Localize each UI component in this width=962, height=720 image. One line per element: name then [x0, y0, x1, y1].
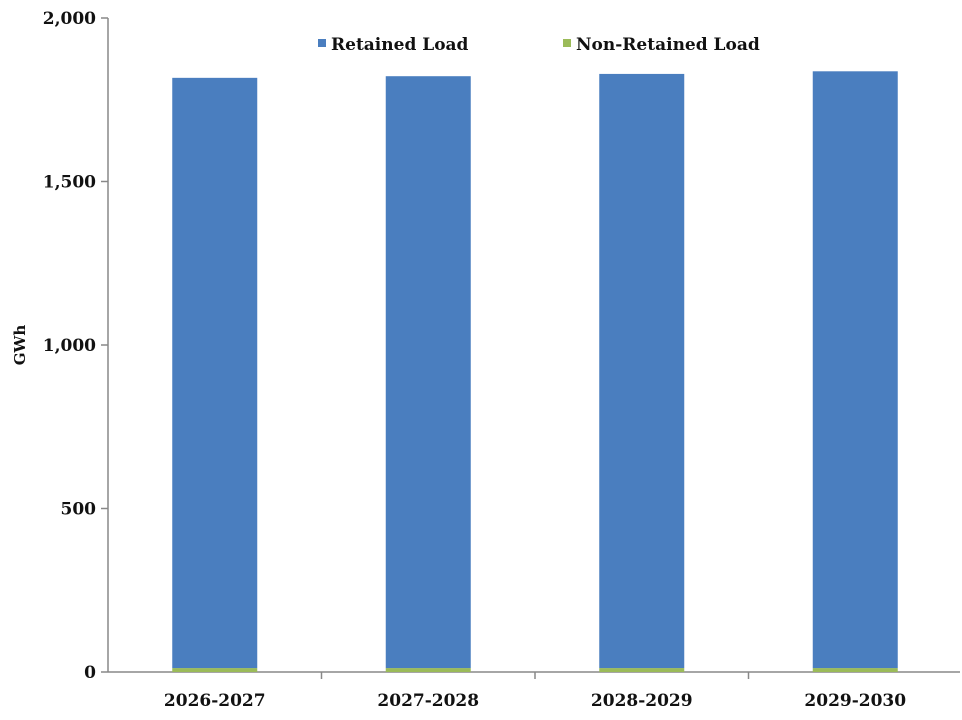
- y-tick-label: 0: [84, 663, 96, 683]
- y-tick-label: 500: [61, 500, 97, 520]
- bar-non-retained-load-2029-2030: [812, 668, 898, 672]
- x-tick-label: 2028-2029: [591, 691, 693, 711]
- legend-label: Retained Load: [331, 35, 469, 55]
- x-tick-label: 2027-2028: [377, 691, 479, 711]
- x-axis-ticks: 2026-2027 2027-2028 2028-2029 2029-2030: [164, 672, 906, 711]
- y-tick-label: 1,500: [43, 173, 96, 193]
- bar-non-retained-load-2027-2028: [385, 668, 471, 672]
- bar-retained-load-2027-2028: [385, 76, 471, 669]
- y-tick-label: 1,000: [43, 336, 96, 356]
- bar-retained-load-2026-2027: [172, 77, 258, 669]
- y-axis-ticks: 0 500 1,000 1,500 2,000: [43, 9, 108, 683]
- x-tick-label: 2026-2027: [164, 691, 266, 711]
- y-tick-label: 2,000: [43, 9, 96, 29]
- bar-retained-load-2028-2029: [599, 73, 685, 669]
- x-tick-label: 2029-2030: [804, 691, 906, 711]
- bars: [172, 71, 898, 672]
- legend-swatch: [563, 39, 571, 47]
- legend: Retained Load Non-Retained Load: [318, 35, 760, 55]
- legend-label: Non-Retained Load: [576, 35, 760, 55]
- bar-non-retained-load-2028-2029: [599, 668, 685, 672]
- bar-non-retained-load-2026-2027: [172, 668, 258, 672]
- y-axis-title: GWh: [11, 325, 29, 366]
- bar-retained-load-2029-2030: [812, 71, 898, 669]
- legend-swatch: [318, 39, 326, 47]
